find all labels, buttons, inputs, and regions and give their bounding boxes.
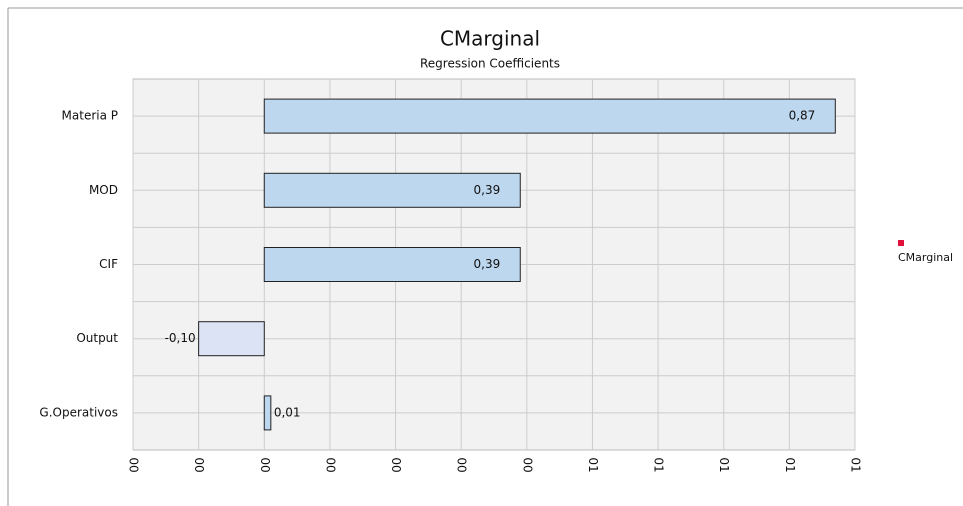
legend: CMarginal xyxy=(898,237,953,265)
x-tick-label: 00 xyxy=(192,457,206,472)
y-tick-label: G.Operativos xyxy=(39,405,118,419)
bar xyxy=(198,321,265,357)
value-label: 0,01 xyxy=(274,405,301,419)
y-tick-label: CIF xyxy=(99,257,118,271)
x-tick-label: 01 xyxy=(586,457,600,472)
x-tick-label: 00 xyxy=(520,457,534,472)
value-label: 0,87 xyxy=(789,109,816,123)
bar xyxy=(263,98,836,134)
y-tick-label: Output xyxy=(76,331,118,345)
x-tick-label: 01 xyxy=(783,457,797,472)
chart-title: CMarginal xyxy=(440,27,540,51)
x-tick-label: 00 xyxy=(455,457,469,472)
bar xyxy=(263,395,272,431)
x-tick-label: 00 xyxy=(127,457,141,472)
x-tick-label: 00 xyxy=(323,457,337,472)
x-tick-label: 01 xyxy=(849,457,863,472)
x-tick-label: 01 xyxy=(652,457,666,472)
chart-subtitle: Regression Coefficients xyxy=(420,57,560,71)
value-label: 0,39 xyxy=(474,257,501,271)
x-tick-label: 01 xyxy=(717,457,731,472)
y-tick-label: Materia P xyxy=(62,109,118,123)
bar xyxy=(263,247,521,282)
value-label: 0,39 xyxy=(474,183,501,197)
y-tick-label: MOD xyxy=(89,183,118,197)
legend-label: CMarginal xyxy=(898,251,954,264)
x-tick-label: 00 xyxy=(389,457,403,472)
value-label: -0,10 xyxy=(165,331,196,345)
legend-marker xyxy=(898,240,904,246)
bar xyxy=(263,172,521,208)
x-tick-label: 00 xyxy=(258,457,272,472)
